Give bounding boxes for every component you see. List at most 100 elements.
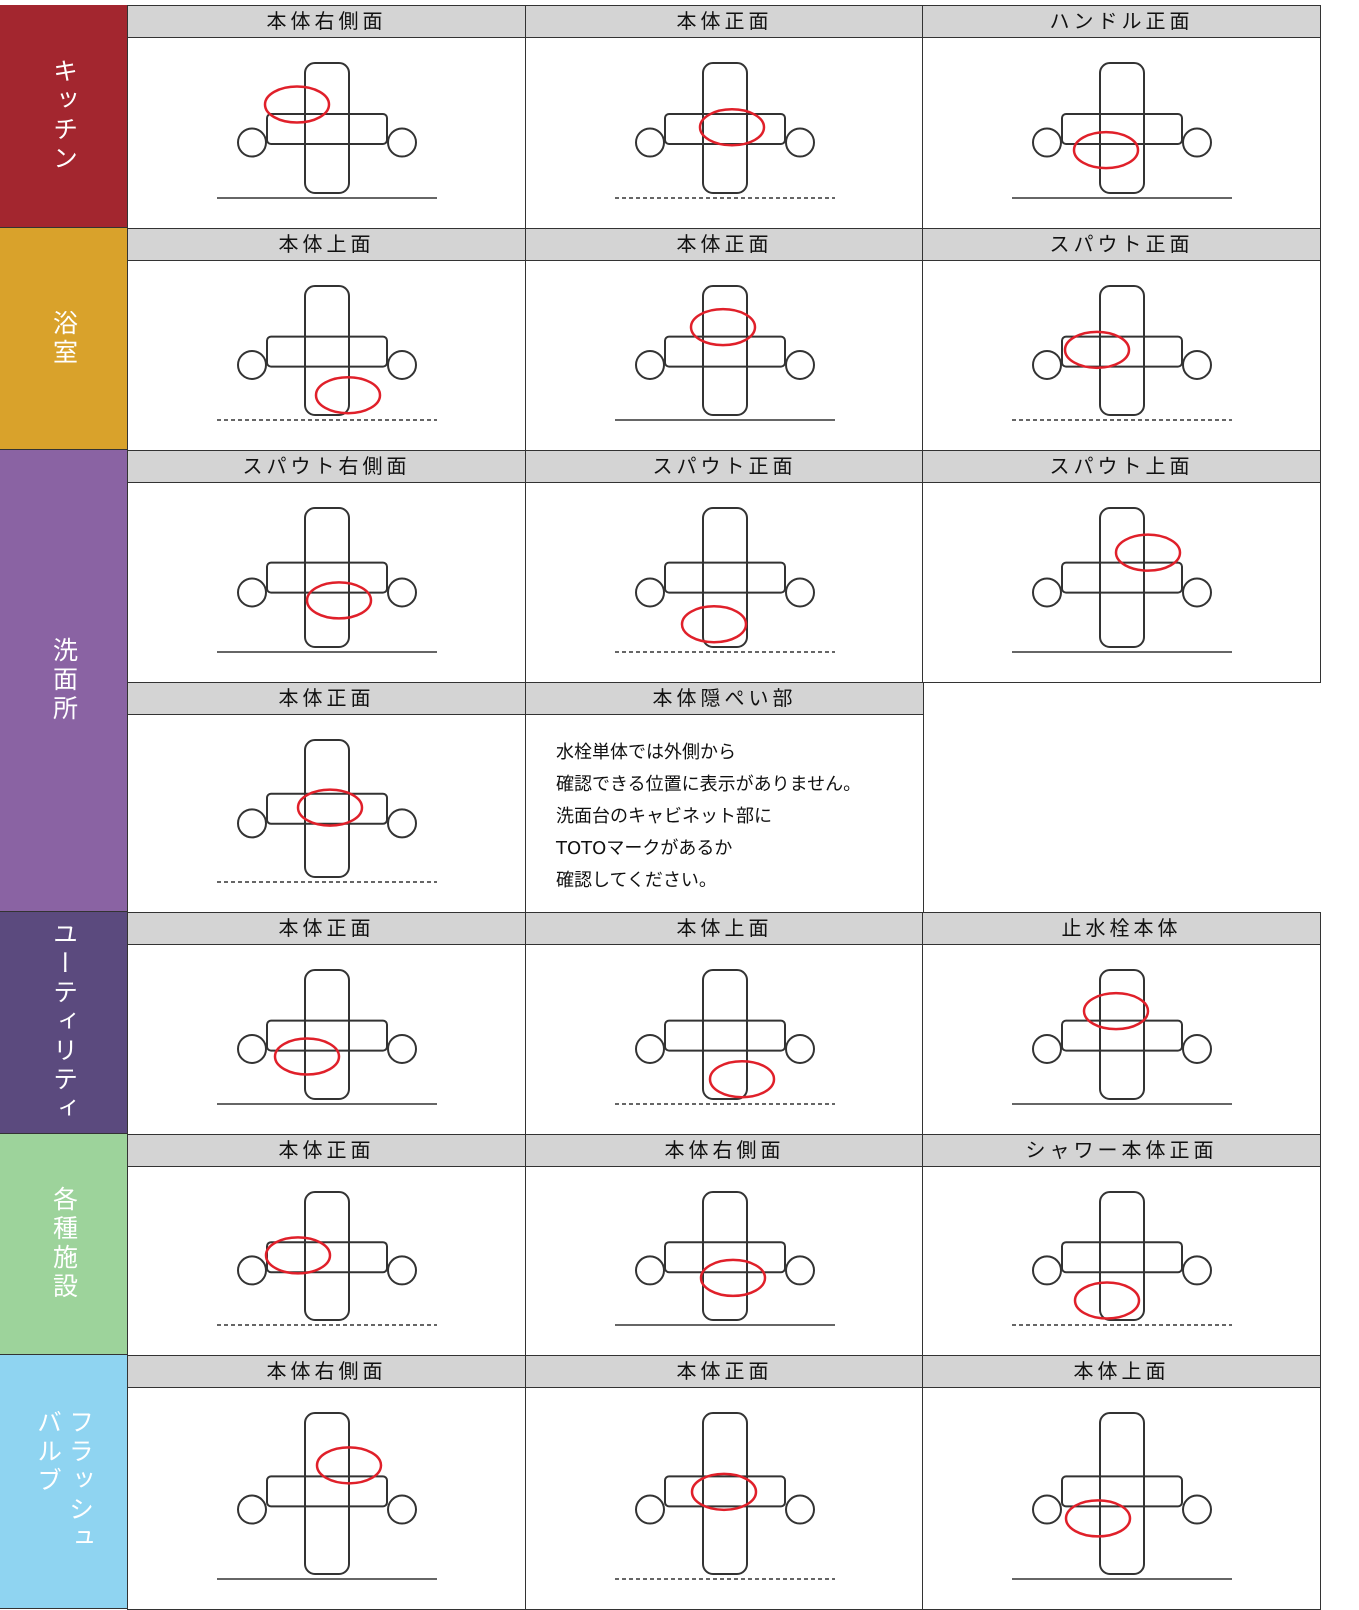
faucet-drawing — [1182, 1033, 1212, 1064]
illustration — [217, 969, 437, 1105]
faucet-drawing — [702, 969, 748, 1100]
faucet-drawing — [1099, 1412, 1145, 1575]
cell-heading: スパウト上面 — [923, 451, 1320, 483]
cell-heading: 本体右側面 — [526, 1135, 923, 1167]
cell-heading: 本体正面 — [128, 683, 525, 715]
mark-highlight — [698, 108, 766, 147]
mark-highlight — [699, 1258, 767, 1298]
note-line: 確認してください。 — [556, 870, 717, 891]
illustration — [615, 62, 835, 199]
table-cell: 本体正面 — [525, 228, 924, 451]
table-cell: 本体上面 — [922, 1355, 1321, 1610]
faucet-drawing — [266, 1475, 388, 1508]
faucet-drawing — [1099, 285, 1145, 416]
illustration — [217, 739, 437, 883]
cell-heading: 本体上面 — [923, 1356, 1320, 1388]
illustration — [217, 507, 437, 653]
table-cell: 本体右側面 — [525, 1134, 924, 1356]
faucet-drawing — [702, 62, 748, 194]
mark-highlight — [273, 1037, 341, 1076]
illustration — [615, 507, 835, 653]
mark-highlight — [315, 1446, 383, 1485]
faucet-drawing — [1099, 969, 1145, 1100]
faucet-drawing — [1182, 1255, 1212, 1286]
faucet-drawing — [1182, 127, 1212, 158]
faucet-drawing — [635, 1033, 665, 1064]
faucet-drawing — [237, 349, 267, 380]
cell-heading: 本体正面 — [526, 1356, 923, 1388]
faucet-drawing — [635, 577, 665, 608]
faucet-drawing — [387, 1033, 417, 1064]
faucet-drawing — [635, 349, 665, 380]
note-line: 洗面台のキャビネット部に — [556, 806, 772, 827]
cell-heading: 止水栓本体 — [923, 913, 1320, 945]
section-label: 洗面所 — [0, 450, 127, 912]
faucet-drawing — [702, 285, 748, 416]
faucet-drawing — [387, 349, 417, 380]
faucet-drawing — [1061, 1241, 1183, 1274]
faucet-drawing — [266, 113, 388, 145]
note-line: 確認できる位置に表示がありません。 — [556, 774, 862, 795]
illustration — [615, 1191, 835, 1326]
illustration — [217, 1412, 437, 1580]
faucet-drawing — [664, 1475, 786, 1508]
illustration — [615, 1412, 835, 1580]
illustration — [217, 62, 437, 199]
illustration — [615, 969, 835, 1105]
section-label: 浴室 — [0, 228, 127, 450]
table-cell: 本体正面 — [127, 1134, 526, 1356]
faucet-drawing — [1032, 127, 1062, 158]
section-label: 各種施設 — [0, 1134, 127, 1355]
faucet-drawing — [266, 792, 388, 825]
table-cell: スパウト正面 — [922, 228, 1321, 451]
faucet-drawing — [1182, 349, 1212, 380]
faucet-drawing — [664, 1241, 786, 1274]
faucet-drawing — [785, 1494, 815, 1525]
cell-note: 水栓単体では外側から 確認できる位置に表示がありません。 洗面台のキャビネット部に T… — [526, 715, 923, 897]
faucet-drawing — [702, 1191, 748, 1321]
mark-highlight — [1082, 991, 1150, 1031]
illustration — [217, 285, 437, 421]
table-cell: 本体右側面 — [127, 1355, 526, 1610]
faucet-drawing — [664, 1019, 786, 1052]
label-line: 浴室 — [49, 309, 79, 368]
mark-highlight — [1072, 130, 1140, 170]
faucet-drawing — [304, 1191, 350, 1321]
cell-heading: スパウト正面 — [526, 451, 923, 483]
section-label-text: 浴室 — [48, 310, 80, 368]
faucet-drawing — [237, 1033, 267, 1064]
faucet-drawing — [1099, 507, 1145, 648]
section-label: キッチン — [0, 5, 127, 228]
table-cell: スパウト正面 — [525, 450, 924, 683]
cell-heading: スパウト右側面 — [128, 451, 525, 483]
faucet-drawing — [702, 507, 748, 648]
faucet-drawing — [387, 808, 417, 839]
cell-heading: スパウト正面 — [923, 229, 1320, 261]
faucet-drawing — [785, 127, 815, 158]
label-line: キッチン — [49, 58, 79, 174]
faucet-drawing — [237, 808, 267, 839]
illustration — [615, 285, 835, 421]
table-cell: 本体上面 — [525, 912, 924, 1135]
cell-heading: 本体右側面 — [128, 1356, 525, 1388]
cell-heading: シャワー本体正面 — [923, 1135, 1320, 1167]
section-label-text: キッチン — [48, 58, 80, 174]
faucet-drawing — [785, 577, 815, 608]
faucet-drawing — [266, 1019, 388, 1052]
faucet-drawing — [1099, 62, 1145, 194]
section-label: フラッシュ バルブ — [0, 1355, 127, 1609]
faucet-drawing — [635, 127, 665, 158]
mark-highlight — [690, 1472, 758, 1512]
table-cell: 止水栓本体 — [922, 912, 1321, 1135]
faucet-drawing — [785, 1033, 815, 1064]
table-cell: 本体正面 — [127, 682, 526, 913]
mark-highlight — [1114, 533, 1182, 572]
faucet-drawing — [237, 1494, 267, 1525]
section-label-text: ユーティリティ — [48, 921, 80, 1124]
faucet-drawing — [304, 62, 350, 194]
faucet-drawing — [304, 507, 350, 648]
table-cell: 本体隠ぺい部 水栓単体では外側から 確認できる位置に表示がありません。 洗面台のキャビ… — [525, 682, 924, 913]
faucet-drawing — [1182, 1494, 1212, 1525]
cell-heading: 本体正面 — [526, 6, 923, 38]
faucet-drawing — [237, 577, 267, 608]
